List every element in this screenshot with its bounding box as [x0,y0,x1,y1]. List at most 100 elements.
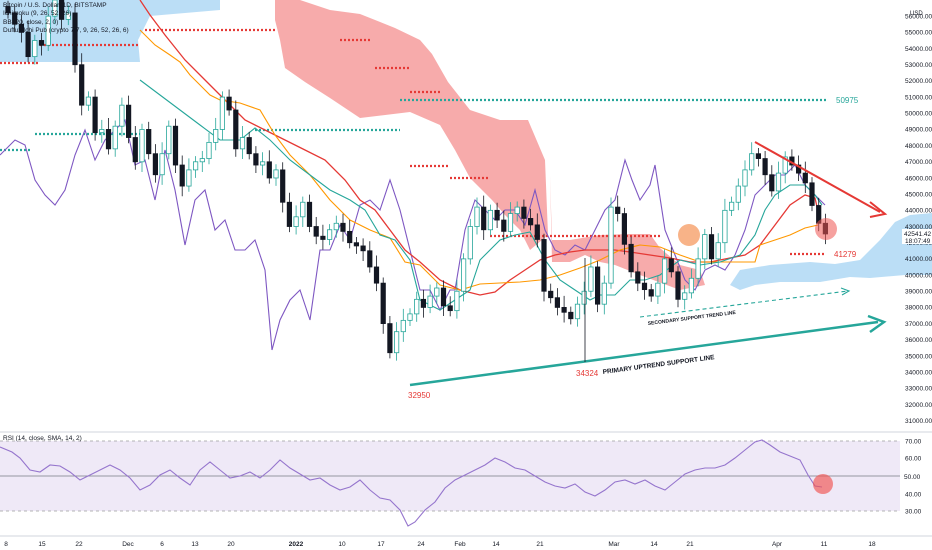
candle-23 [159,142,165,185]
candle-3 [25,20,31,63]
candle-52 [353,237,360,254]
rsi-line [0,439,823,527]
time-axis[interactable]: 8 15 22 Dec 6 13 20 2022 10 17 24 Feb 14 21 Mar 14 21 Apr… [4,541,876,548]
candle-75 [507,202,514,238]
price-tick-3: 53000.00 [905,62,932,69]
candle-115 [775,161,782,199]
candle-81 [548,283,554,304]
candle-102 [688,268,695,299]
candle-38 [259,152,266,176]
candle-41 [280,162,286,213]
candle-12 [85,91,91,111]
candle-74 [501,210,507,242]
label-34324: 34324 [576,369,599,378]
candle-17 [119,97,125,137]
candle-79 [534,213,540,248]
price-tick-10: 46000.00 [905,175,932,182]
candle-116 [782,151,788,184]
candle-101 [682,285,688,310]
price-tick-8: 48000.00 [905,143,932,150]
candle-64 [434,282,440,305]
candle-40 [273,164,279,186]
rsi-tick-4: 30.00 [905,508,922,515]
candle-72 [487,204,494,236]
candle-2 [18,14,25,43]
rsi-current-label: 50.00 [904,474,921,481]
bollinger-line [0,118,826,351]
candle-119 [802,161,808,194]
candle-78 [528,208,534,231]
time-tick-13: 21 [536,541,544,548]
price-tick-12: 44000.00 [905,208,932,215]
candle-120 [809,177,815,212]
candle-84 [568,306,574,325]
candle-33 [226,89,232,116]
price-axis[interactable]: 56000.00 55000.00 54000.00 53000.00 52000.00… [905,13,932,424]
time-tick-8: 10 [338,541,346,548]
candle-20 [139,123,145,172]
candle-105 [708,227,715,265]
price-tick-25: 31000.00 [905,418,932,425]
candle-94 [635,262,641,292]
marker-circle-upper [678,224,700,246]
candle-25 [172,118,179,173]
resistance-arrow-head [869,201,888,218]
price-tick-9: 47000.00 [905,159,932,166]
secondary-arrow-head [840,287,851,296]
candle-96 [648,283,654,302]
candle-70 [474,197,480,235]
candle-107 [722,198,728,253]
candle-47 [320,224,326,250]
legend-bb[interactable]: BB (20, close, 2, 0) [3,18,59,26]
kijun-orange [139,29,819,291]
candle-49 [333,215,339,238]
candle-37 [253,146,259,173]
rsi-pane[interactable] [0,431,932,527]
candle-5 [38,32,45,56]
candle-110 [742,160,748,197]
candle-21 [146,121,152,160]
candle-68 [460,253,467,302]
time-tick-19: 18 [868,541,876,548]
price-tick-18: 38000.00 [905,305,932,312]
price-tick-1: 55000.00 [905,30,932,37]
candle-113 [762,150,768,185]
legend-duffux[interactable]: Duffux Ichi Pub (crypto 7/7, 9, 26, 52, … [3,27,129,35]
candle-59 [400,308,406,342]
candle-6 [45,6,51,51]
legend-symbol[interactable]: Bitcoin / U.S. Dollar, 1D, BITSTAMP [3,2,107,9]
candle-44 [300,196,306,228]
candle-111 [749,142,755,176]
time-tick-7: 2022 [289,541,304,548]
candle-98 [662,249,668,294]
candle-11 [79,53,85,116]
time-tick-1: 15 [38,541,46,548]
candle-26 [179,155,185,197]
price-tick-11: 45000.00 [905,191,932,198]
candle-22 [152,144,158,183]
candle-31 [213,117,219,151]
tenkan-teal [139,79,823,311]
legend-ichimoku[interactable]: Ichimoku (9, 26, 52, 26) [3,10,72,18]
price-tick-19: 37000.00 [905,321,932,328]
candle-4 [32,34,38,65]
time-tick-17: Apr [772,541,783,548]
candle-95 [641,271,648,300]
candle-48 [326,224,333,246]
candle-73 [494,202,500,228]
candle-62 [420,289,427,318]
rsi-legend[interactable]: RSI (14, close, SMA, 14, 2) [3,435,82,442]
candle-77 [521,199,527,229]
candle-92 [621,207,628,255]
primary-trend-line [409,320,879,387]
price-tick-7: 49000.00 [905,127,932,134]
time-tick-6: 20 [227,541,235,548]
candle-88 [595,261,601,313]
candle-109 [735,178,741,211]
candle-89 [601,275,607,315]
candle-99 [668,247,674,278]
price-tick-17: 39000.00 [905,289,932,296]
candle-29 [199,150,205,172]
time-tick-11: Feb [454,541,466,548]
